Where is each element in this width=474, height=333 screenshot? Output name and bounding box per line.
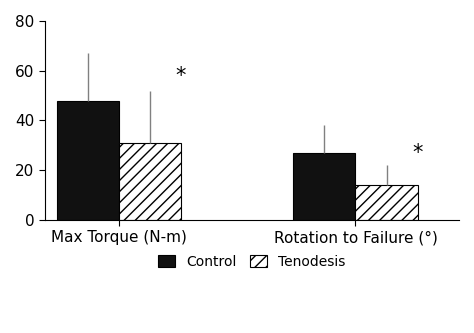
Bar — [293, 153, 356, 220]
Legend: Control, Tenodesis: Control, Tenodesis — [158, 255, 346, 269]
Text: *: * — [412, 143, 423, 163]
Bar — [56, 101, 119, 220]
Text: *: * — [176, 66, 186, 86]
Bar — [356, 185, 418, 220]
Bar — [119, 143, 181, 220]
